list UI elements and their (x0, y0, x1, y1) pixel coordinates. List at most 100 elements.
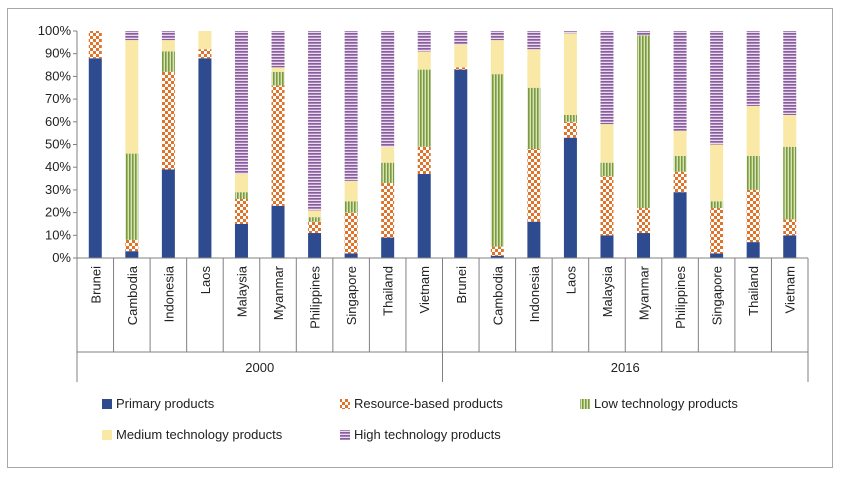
bar-segment-primary-products (710, 253, 724, 258)
y-tick-label: 100% (38, 23, 72, 38)
x-category-label: Malaysia (600, 265, 615, 317)
bar-segment-resource-based-products (271, 85, 285, 206)
bar-segment-resource-based-products (563, 121, 577, 138)
bar-segment-resource-based-products (710, 208, 724, 254)
bar-segment-medium-technology-products (344, 180, 358, 202)
bar-segment-high-technology-products (344, 31, 358, 181)
bar-segment-resource-based-products (527, 149, 541, 222)
legend-swatch (102, 399, 112, 409)
bar-segment-primary-products (637, 233, 651, 258)
legend-label: Resource-based products (354, 396, 503, 411)
x-category-label: Brunei (88, 266, 103, 304)
bar-segment-primary-products (381, 237, 395, 258)
bar-segment-primary-products (490, 255, 504, 258)
bar-segment-resource-based-products (381, 183, 395, 238)
legend-label: High technology products (354, 427, 501, 442)
x-category-label: Myanmar (637, 265, 652, 320)
y-tick-label: 40% (45, 159, 71, 174)
bar-segment-high-technology-products (234, 31, 248, 175)
bar-segment-high-technology-products (783, 31, 797, 115)
bar-segment-high-technology-products (637, 31, 651, 36)
bar-segment-resource-based-products (746, 189, 760, 243)
legend-swatch (340, 430, 350, 440)
group-label-2000: 2000 (245, 360, 274, 375)
legend-label: Primary products (116, 396, 215, 411)
y-tick-label: 90% (45, 46, 71, 61)
x-category-label: Laos (563, 266, 578, 295)
x-category-label: Malaysia (234, 265, 249, 317)
x-category-label: Indonesia (161, 265, 176, 322)
bar-segment-primary-products (783, 235, 797, 258)
bar-segment-medium-technology-products (673, 130, 687, 156)
x-category-label: Singapore (344, 266, 359, 325)
bar-segment-low-technology-products (271, 71, 285, 86)
bar-segment-high-technology-products (527, 31, 541, 50)
bar-segment-high-technology-products (710, 31, 724, 145)
bar-segment-high-technology-products (125, 31, 139, 41)
legend-item: Low technology products (580, 396, 738, 411)
x-category-label: Cambodia (490, 265, 505, 325)
bar-segment-primary-products (198, 58, 212, 258)
x-category-label: Thailand (381, 266, 396, 316)
bar-segment-medium-technology-products (710, 144, 724, 202)
bar-segment-high-technology-products (271, 31, 285, 68)
bar-segment-medium-technology-products (381, 146, 395, 163)
bar-segment-low-technology-products (234, 192, 248, 199)
bar-segment-resource-based-products (417, 146, 431, 175)
bar-segment-primary-products (563, 137, 577, 258)
x-category-label: Indonesia (527, 265, 542, 322)
y-tick-label: 70% (45, 91, 71, 106)
bar-segment-resource-based-products (600, 176, 614, 236)
bar-segment-high-technology-products (308, 31, 322, 211)
bar-segment-resource-based-products (344, 212, 358, 254)
bar-segment-medium-technology-products (783, 114, 797, 147)
y-tick-label: 30% (45, 182, 71, 197)
bar-segment-high-technology-products (673, 31, 687, 131)
legend-swatch (340, 399, 350, 409)
bar-segment-primary-products (746, 242, 760, 258)
bar-segment-medium-technology-products (417, 51, 431, 70)
group-label-2016: 2016 (611, 360, 640, 375)
bar-segment-resource-based-products (637, 208, 651, 234)
x-category-label: Laos (198, 266, 213, 295)
bar-segment-low-technology-products (381, 162, 395, 184)
bar-segment-low-technology-products (490, 74, 504, 247)
bar-segment-medium-technology-products (490, 40, 504, 75)
bar-segment-low-technology-products (417, 69, 431, 147)
legend-item: High technology products (340, 427, 501, 442)
bar-segment-low-technology-products (344, 201, 358, 213)
bar-segment-resource-based-products (234, 198, 248, 224)
bar-segment-primary-products (161, 169, 175, 258)
bar-segment-resource-based-products (88, 31, 102, 59)
bar-segment-medium-technology-products (125, 40, 139, 154)
bar-segment-high-technology-products (417, 31, 431, 52)
bar-segment-high-technology-products (490, 31, 504, 41)
bar-segment-primary-products (308, 233, 322, 258)
x-category-label: Singapore (710, 266, 725, 325)
bar-segment-primary-products (527, 221, 541, 258)
x-category-label: Philippines (308, 266, 323, 329)
x-category-label: Myanmar (271, 265, 286, 320)
bar-segment-primary-products (271, 205, 285, 258)
bar-segment-medium-technology-products (563, 33, 577, 115)
bar-segment-resource-based-products (783, 219, 797, 236)
bar-segment-primary-products (88, 58, 102, 258)
x-category-label: Brunei (454, 266, 469, 304)
y-tick-label: 20% (45, 205, 71, 220)
y-tick-label: 0% (52, 250, 71, 265)
x-category-label: Philippines (673, 266, 688, 329)
bar-segment-high-technology-products (563, 31, 577, 34)
bar-segment-high-technology-products (746, 31, 760, 106)
bar-segment-medium-technology-products (527, 49, 541, 88)
x-category-label: Cambodia (125, 265, 140, 325)
legend-item: Primary products (102, 396, 215, 411)
legend-label: Low technology products (594, 396, 738, 411)
bar-segment-resource-based-products (161, 71, 175, 170)
bar-segment-resource-based-products (198, 49, 212, 59)
bar-segment-low-technology-products (710, 201, 724, 209)
bar-segment-low-technology-products (600, 162, 614, 177)
bar-segment-low-technology-products (746, 155, 760, 190)
bar-segment-primary-products (673, 192, 687, 258)
bar-segment-medium-technology-products (161, 40, 175, 52)
bar-segment-low-technology-products (527, 87, 541, 150)
